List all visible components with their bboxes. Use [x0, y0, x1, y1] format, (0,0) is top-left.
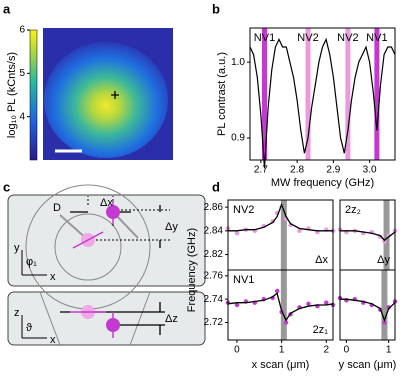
panel-label: c	[3, 179, 10, 194]
annotation: NV1	[233, 274, 254, 286]
band-label: NV2	[297, 32, 318, 44]
y-axis-label: log₁₀ PL (kCnts/s)	[6, 52, 18, 138]
angle-theta: ϑ	[26, 322, 32, 334]
x-tick-label: 0	[234, 345, 240, 356]
frame	[249, 27, 396, 161]
label-dz: Δz	[165, 313, 178, 325]
line	[340, 298, 396, 323]
trapezoid	[39, 291, 151, 346]
y-tick-label: 6	[19, 25, 25, 36]
xz-frame	[7, 291, 206, 346]
panel-label: d	[212, 179, 220, 194]
band	[345, 28, 351, 160]
band	[280, 270, 287, 340]
line	[227, 292, 334, 322]
panel-label: a	[3, 1, 11, 16]
y-tick-label: 2.86	[204, 202, 224, 213]
x-tick-label: 0	[344, 345, 350, 356]
delta-arrows	[60, 205, 165, 335]
pl-image-spot	[44, 42, 168, 158]
x-tick-label: 2.7	[254, 165, 268, 176]
xy-frame	[7, 194, 206, 287]
y-tick-label: 2.74	[204, 294, 224, 305]
point	[386, 305, 391, 310]
point	[297, 228, 302, 234]
axes-icon	[21, 250, 47, 339]
point	[324, 300, 329, 305]
annotation: 2z₁	[313, 324, 329, 336]
nv-axes	[70, 200, 114, 338]
point	[283, 320, 289, 325]
axis-x: x	[50, 271, 56, 283]
y-tick-label: 2.84	[204, 225, 224, 236]
point	[306, 301, 311, 307]
point	[382, 239, 387, 244]
y-tick-label: 4	[19, 111, 25, 122]
x-axis-label: x scan (μm)	[252, 359, 310, 371]
marker-cross	[111, 91, 119, 99]
line	[228, 202, 333, 232]
band	[262, 28, 267, 160]
x-tick-label: 3.0	[363, 165, 377, 176]
point	[234, 231, 240, 236]
annotation: 2z₂	[345, 204, 361, 216]
axis-y: y	[14, 242, 20, 254]
x-tick-label: 2.9	[326, 165, 340, 176]
point	[274, 288, 280, 294]
angle-phi: φ₁	[26, 256, 37, 268]
annotation: NV2	[233, 204, 254, 216]
x-tick-label: 1	[279, 345, 285, 356]
annotation: Δx	[315, 254, 328, 266]
y-tick-label: 2.76	[204, 270, 224, 281]
y-tick-label: 2.72	[204, 317, 224, 328]
band	[280, 200, 287, 270]
x-axis-label: MW frequency (GHz)	[271, 177, 374, 189]
y-tick-label: 0.9	[231, 133, 245, 144]
axis-z: z	[14, 307, 20, 319]
line	[249, 37, 396, 169]
y-axis-label: Frequency (GHz)	[186, 228, 198, 312]
band	[305, 28, 311, 160]
y-tick-label: 1.0	[231, 57, 245, 68]
label-d: D	[53, 202, 61, 214]
axis-x: x	[50, 334, 56, 346]
panel-label: b	[212, 1, 220, 16]
annotation: Δy	[377, 254, 390, 266]
frame	[339, 269, 396, 341]
x-tick-label: 2	[324, 345, 330, 356]
point	[234, 302, 240, 308]
colorbar	[29, 29, 38, 161]
band	[374, 28, 380, 160]
band-label: NV1	[254, 32, 275, 44]
band	[381, 270, 388, 340]
ring	[54, 213, 122, 281]
y-axis-label: PL contrast (a.u.)	[216, 52, 228, 136]
label-dy: Δy	[165, 221, 178, 233]
diagram	[7, 184, 206, 346]
frame	[227, 269, 334, 341]
line	[340, 230, 396, 242]
y-tick-label: 5	[19, 68, 25, 79]
band-label: NV1	[366, 32, 387, 44]
y-tick-label: 2.82	[204, 249, 224, 260]
band-label: NV2	[337, 32, 358, 44]
x-axis-label: y scan (μm)	[339, 359, 397, 371]
x-tick-label: 1	[386, 345, 392, 356]
point	[382, 320, 387, 325]
x-tick-label: 2.8	[290, 165, 304, 176]
label-dx: Δx	[100, 197, 113, 209]
